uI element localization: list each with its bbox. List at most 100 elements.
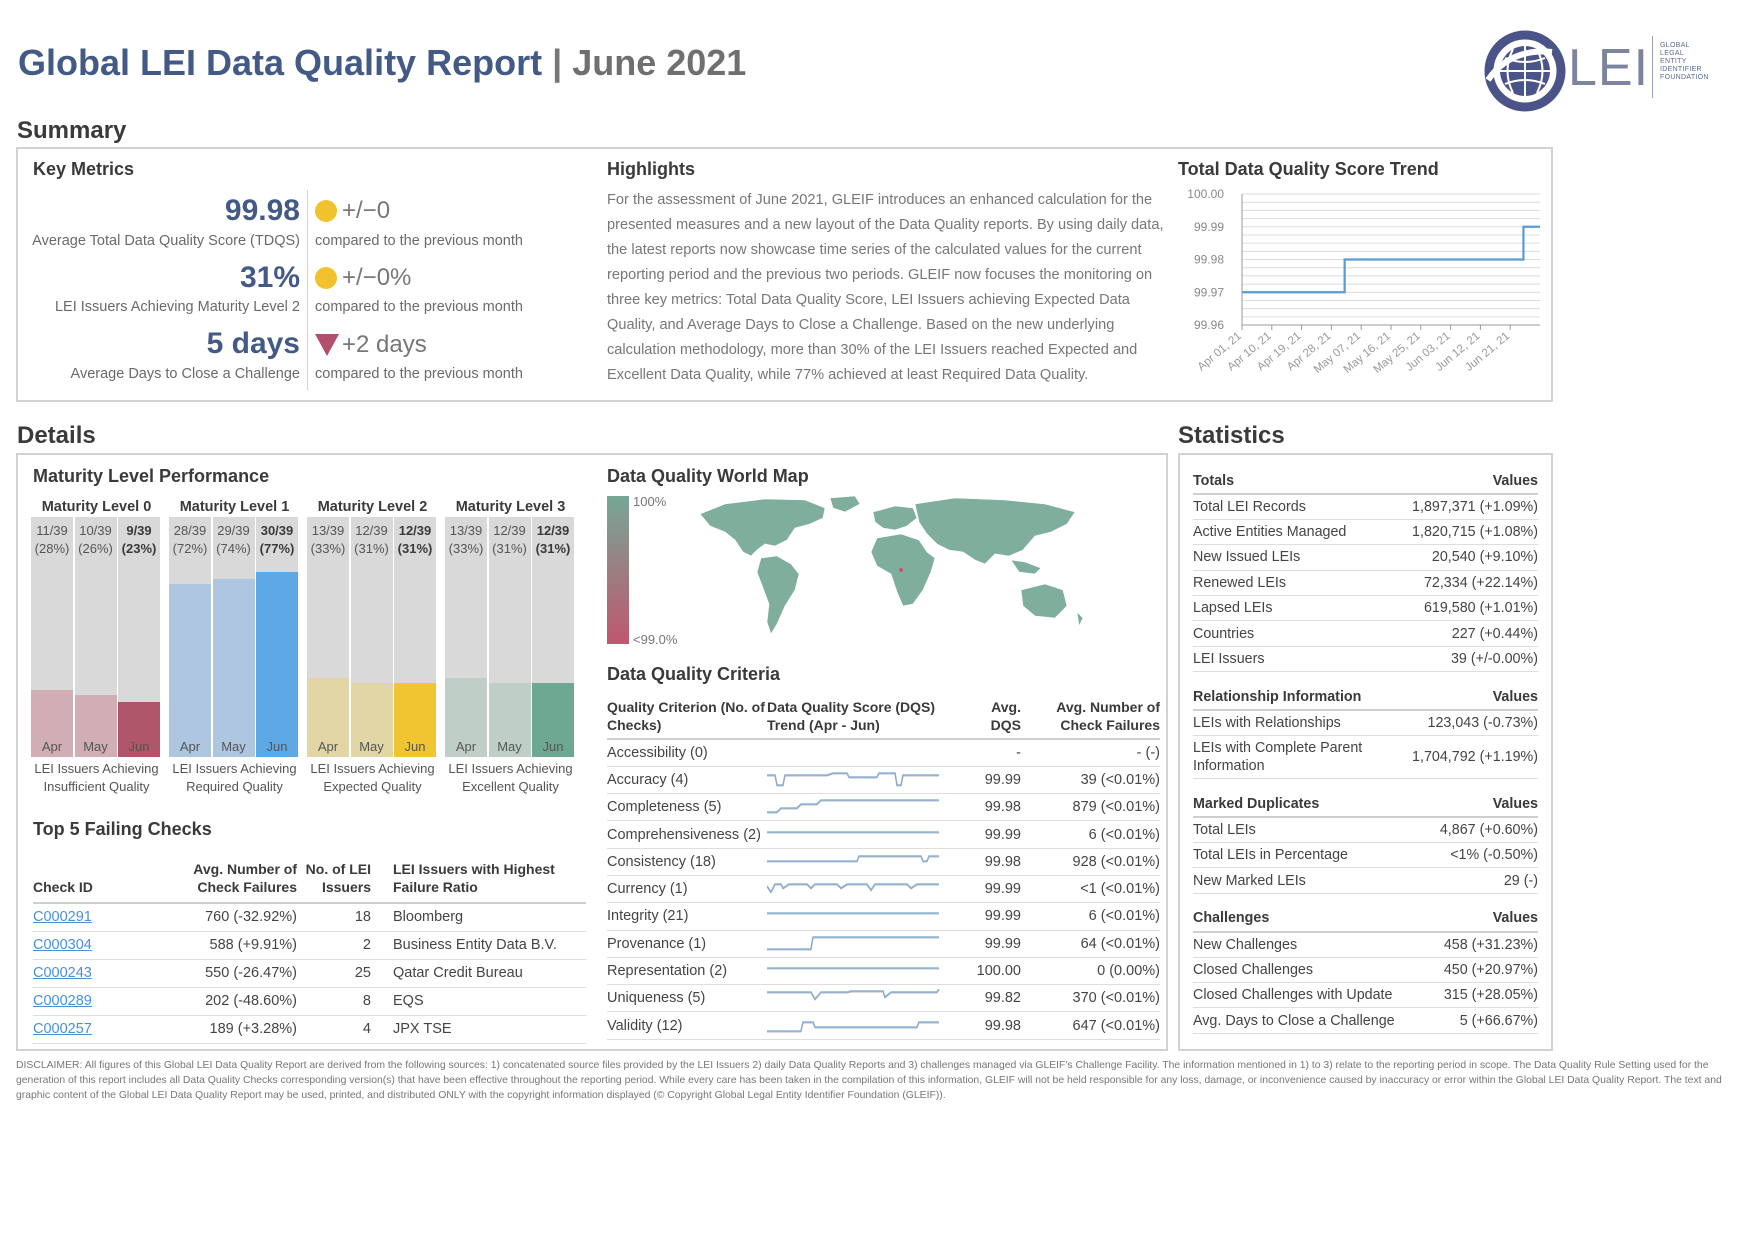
maturity-bar-may: 12/39 (31%) May	[350, 517, 393, 757]
stat-label: New Issued LEIs	[1193, 544, 1383, 571]
statistics-section-table: Totals Values Total LEI Records 1,897,371 (…	[1193, 468, 1538, 673]
statistics-section-header: Marked Duplicates Values	[1193, 791, 1538, 819]
statistics-row: Active Entities Managed 1,820,715 (+1.08%…	[1193, 519, 1538, 546]
neutral-dot-icon	[315, 267, 337, 289]
report-month: June 2021	[572, 42, 747, 83]
criterion-name-cell: Accessibility (0)	[607, 739, 767, 767]
maturity-level-title: Maturity Level 0	[41, 499, 152, 515]
maturity-count: 9/39	[126, 523, 152, 538]
map-legend-min: <99.0%	[633, 632, 678, 647]
stat-label: Active Entities Managed	[1193, 519, 1383, 546]
criterion-name-cell: Validity (12)	[607, 1011, 767, 1040]
statistics-section-header: Challenges Values	[1193, 905, 1538, 933]
report-title: Global LEI Data Quality Report	[18, 42, 543, 83]
statistics-section-table: Challenges Values New Challenges 458 (+31.2…	[1193, 905, 1538, 1034]
maturity-month: Jun	[266, 739, 288, 754]
dqs-sparkline	[767, 883, 939, 894]
maturity-count: 13/39	[311, 523, 345, 538]
maturity-count: 10/39	[79, 523, 112, 538]
col-header-check-id: Check ID	[33, 858, 153, 904]
maturity-level-title: Maturity Level 2	[317, 499, 428, 515]
criterion-name-cell: Representation (2)	[607, 957, 767, 986]
avg-dqs-cell: 99.99	[967, 930, 1027, 958]
avg-failures-cell: 550 (-26.47%)	[153, 959, 303, 988]
maturity-count: 12/39	[398, 523, 432, 538]
criterion-row: Consistency (18) 99.98 928 (<0.01%)	[607, 848, 1160, 876]
maturity-level-label: LEI Issuers Achieving Insufficient Quali…	[34, 761, 159, 794]
statistics-panel	[1178, 453, 1553, 1051]
dqs-sparkline	[767, 1020, 939, 1033]
y-tick-label: 99.98	[1194, 253, 1224, 267]
avg-dqs-cell: 99.98	[967, 1011, 1027, 1040]
highest-ratio-issuer-cell: Qatar Credit Bureau	[393, 959, 586, 988]
sparkline-path	[767, 935, 939, 950]
stat-value: 123,043 (-0.73%)	[1368, 710, 1538, 737]
world-map	[699, 495, 1084, 635]
criterion-row: Accessibility (0) - - (-)	[607, 739, 1160, 767]
dqs-sparkline	[767, 855, 939, 863]
criterion-row: Validity (12) 99.98 647 (<0.01%)	[607, 1011, 1160, 1040]
check-id-cell: C000289	[33, 987, 153, 1016]
maturity-bar-jun: 9/39 (23%) Jun	[118, 517, 160, 757]
sparkline-shadow	[767, 990, 940, 1002]
sparkline-path	[767, 1020, 939, 1032]
maturity-bar-apr: 13/39 (33%) Apr	[445, 517, 487, 757]
avg-dqs-cell: 99.98	[967, 793, 1027, 822]
stat-value: 1,897,371 (+1.09%)	[1382, 494, 1538, 520]
europe-shape	[872, 505, 918, 531]
logo-divider	[1652, 36, 1653, 98]
criterion-row: Representation (2) 100.00 0 (0.00%)	[607, 957, 1160, 986]
criterion-name-cell: Integrity (21)	[607, 902, 767, 931]
metric-change: +/−0	[342, 197, 391, 224]
criterion-name-cell: Consistency (18)	[607, 848, 767, 876]
stat-label: Countries	[1193, 620, 1383, 647]
avg-failures-cell: 189 (+3.28%)	[153, 1015, 303, 1044]
map-legend-max: 100%	[633, 494, 667, 509]
logo-text: LEI	[1568, 39, 1650, 97]
maturity-group: Maturity Level 1 28/39 (72%) Apr 29/39 (74%) M…	[169, 497, 300, 802]
statistics-row: LEI Issuers 39 (+/-0.00%)	[1193, 646, 1538, 673]
check-id-link[interactable]: C000243	[33, 965, 92, 981]
key-metrics-title: Key Metrics	[33, 159, 135, 179]
criterion-name-cell: Provenance (1)	[607, 930, 767, 958]
maturity-group: Maturity Level 0 11/39 (28%) Apr 10/39 (26%) M…	[31, 497, 162, 802]
check-id-cell: C000243	[33, 959, 153, 988]
maturity-count: 30/39	[260, 523, 294, 538]
dqs-trend-cell	[767, 902, 967, 931]
maturity-percent: (74%)	[216, 541, 251, 556]
check-failures-cell: 6 (<0.01%)	[1027, 902, 1160, 931]
criterion-name-cell: Comprehensiveness (2)	[607, 820, 767, 849]
maturity-month: Jun	[404, 739, 426, 754]
metric-label: Average Days to Close a Challenge	[70, 366, 300, 382]
col-header-highest-ratio: LEI Issuers with Highest Failure Ratio	[393, 858, 586, 904]
sparkline-path	[767, 989, 940, 1001]
check-id-link[interactable]: C000304	[33, 937, 92, 953]
maturity-level-title: Maturity Level 1	[179, 499, 290, 515]
stat-label: LEIs with Relationships	[1193, 710, 1368, 737]
maturity-month: Apr	[179, 739, 201, 754]
sparkline-path	[767, 799, 939, 814]
statistics-row: New Issued LEIs 20,540 (+9.10%)	[1193, 544, 1538, 571]
logo-fine-line: ENTITY	[1660, 58, 1687, 65]
statistics-row: Lapsed LEIs 619,580 (+1.01%)	[1193, 595, 1538, 622]
criterion-row: Uniqueness (5) 99.82 370 (<0.01%)	[607, 984, 1160, 1013]
avg-dqs-cell: 99.99	[967, 875, 1027, 904]
check-id-link[interactable]: C000289	[33, 993, 92, 1009]
check-id-link[interactable]: C000257	[33, 1021, 92, 1037]
highlights-title: Highlights	[607, 159, 695, 179]
metric-compare: compared to the previous month	[315, 233, 523, 249]
maturity-month: Jun	[128, 739, 150, 754]
summary-panel	[16, 147, 1553, 402]
maturity-group: Maturity Level 3 13/39 (33%) Apr 12/39 (31%) M…	[445, 497, 576, 802]
highest-ratio-issuer-cell: Business Entity Data B.V.	[393, 931, 586, 960]
maturity-bar-fill	[212, 579, 255, 757]
maturity-month: May	[83, 739, 108, 754]
maturity-percent: (31%)	[492, 541, 527, 556]
criterion-name-cell: Accuracy (4)	[607, 766, 767, 795]
australia-shape	[1020, 583, 1068, 619]
stat-value: 4,867 (+0.60%)	[1404, 817, 1538, 844]
issuer-count-cell: 18	[303, 903, 393, 932]
check-id-link[interactable]: C000291	[33, 909, 92, 926]
maturity-group: Maturity Level 2 13/39 (33%) Apr 12/39 (31%) M…	[307, 497, 438, 802]
maturity-bar-jun: 12/39 (31%) Jun	[532, 517, 574, 757]
